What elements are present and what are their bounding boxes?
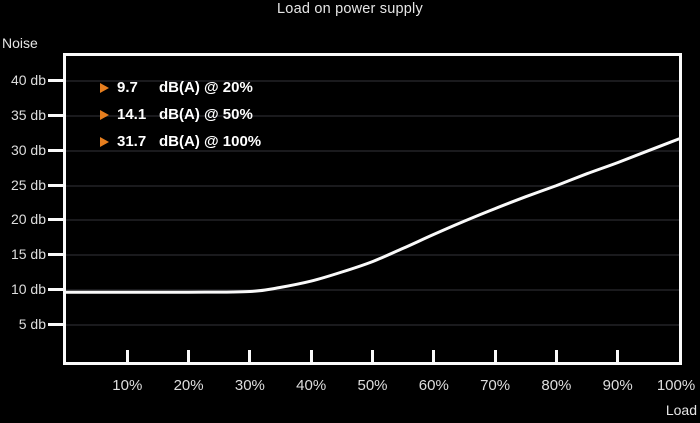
ytick-label: 25 db (10, 176, 46, 193)
ytick-label: 15 db (10, 246, 46, 263)
xtick-mark (554, 350, 558, 362)
ytick-mark (48, 218, 63, 222)
gridline (66, 184, 679, 187)
xtick-label: 10% (112, 377, 143, 394)
xtick-label: 50% (357, 377, 388, 394)
annotation-text: dB(A) @ 100% (159, 133, 262, 150)
annotation-row: 14.1 dB(A) @ 50% (100, 101, 253, 128)
plot-area: 9.7 dB(A) @ 20% 14.1 dB(A) @ 50% 31.7 dB… (63, 53, 682, 365)
annotation-text: dB(A) @ 20% (159, 79, 253, 96)
annotation-row: 9.7 dB(A) @ 20% (100, 74, 253, 101)
ytick-label: 40 db (10, 72, 46, 88)
ytick-mark (48, 323, 63, 326)
gridline (66, 219, 679, 222)
xtick-label: 40% (296, 377, 327, 394)
xtick-label: 30% (234, 377, 265, 394)
annotation-value: 14.1 (117, 106, 147, 123)
gridline (66, 324, 679, 326)
ytick-mark (48, 183, 63, 187)
xtick-label: 60% (418, 377, 449, 394)
xtick-mark (125, 350, 129, 362)
xtick-mark (493, 350, 497, 362)
y-axis-title: Noise (2, 35, 38, 51)
xtick-mark (616, 350, 620, 362)
chart-title: Load on power supply (277, 1, 423, 17)
ytick-label: 30 db (10, 141, 46, 158)
ytick-label: 35 db (10, 106, 46, 123)
x-axis-title: Load (665, 402, 697, 418)
gridline (66, 289, 679, 292)
annotation-row: 31.7 dB(A) @ 100% (100, 128, 261, 155)
arrow-right-icon (100, 109, 109, 120)
ytick-label: 20 db (10, 211, 46, 228)
ytick-mark (48, 253, 63, 257)
gridline (66, 149, 679, 152)
ytick-mark (48, 113, 63, 117)
gridline (66, 80, 679, 82)
noise-curve (64, 137, 681, 294)
xtick-label: 70% (480, 377, 511, 394)
xtick-mark (248, 350, 252, 362)
ytick-mark (48, 288, 63, 292)
noise-curve-path (64, 137, 681, 294)
ytick-mark (48, 148, 63, 152)
xtick-mark (187, 350, 191, 362)
xtick-mark (309, 350, 313, 362)
xtick-mark (371, 350, 374, 362)
gridline (66, 114, 679, 117)
ytick-label: 10 db (10, 281, 46, 298)
gridline (66, 254, 679, 257)
annotation-text: dB(A) @ 50% (159, 106, 253, 123)
arrow-right-icon (100, 136, 109, 147)
annotation-value: 31.7 (117, 133, 147, 150)
xtick-label: 100% (656, 377, 696, 394)
ytick-mark (48, 79, 63, 82)
xtick-mark (432, 350, 436, 362)
arrow-right-icon (100, 82, 109, 93)
annotation-value: 9.7 (117, 79, 138, 96)
xtick-label: 20% (173, 377, 204, 394)
xtick-label: 80% (541, 377, 572, 394)
ytick-label: 5 db (18, 316, 46, 332)
xtick-label: 90% (602, 377, 633, 394)
